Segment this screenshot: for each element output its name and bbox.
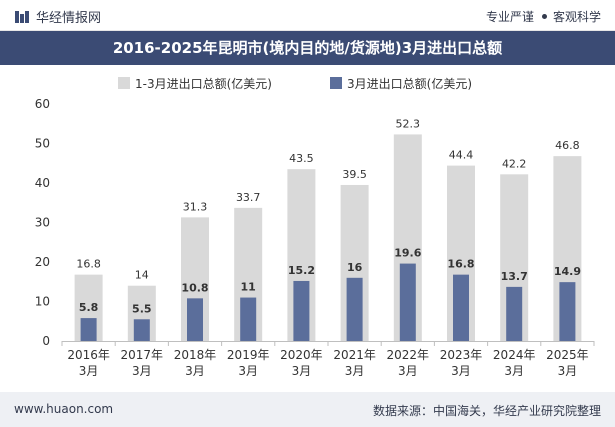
- bar-march-7: [399, 263, 416, 341]
- bar-march-9: [506, 286, 523, 341]
- x-tick-label-month-3: 3月: [185, 364, 205, 378]
- x-tick-label-month-9: 3月: [504, 364, 524, 378]
- x-tick-label-month-10: 3月: [558, 364, 578, 378]
- slogan-left: 专业严谨: [485, 10, 534, 24]
- top-bar: 华经情报网 专业严谨 客观科学: [0, 0, 615, 31]
- bar-march-8: [453, 274, 469, 341]
- x-tick-label-year-3: 2018年: [174, 348, 217, 362]
- y-tick-label: 60: [35, 97, 50, 111]
- bar-march-4: [240, 297, 257, 341]
- x-tick-label-year-2: 2017年: [121, 348, 164, 362]
- y-tick-label: 30: [35, 216, 50, 230]
- data-label-march-4: 11: [241, 281, 256, 294]
- brand-name: 华经情报网: [36, 11, 102, 26]
- y-tick-label: 0: [42, 334, 50, 348]
- title-bar: 2016-2025年昆明市(境内目的地/货源地)3月进出口总额: [0, 31, 615, 65]
- x-tick-label-month-8: 3月: [451, 364, 471, 378]
- data-label-march-2: 5.5: [132, 302, 152, 315]
- x-tick-label-month-5: 3月: [292, 364, 312, 378]
- data-label-total-10: 46.8: [555, 139, 580, 152]
- x-tick-label-year-5: 2020年: [280, 348, 323, 362]
- legend-label-1: 1-3月进出口总额(亿美元): [135, 76, 272, 91]
- x-tick-label-year-1: 2016年: [67, 348, 110, 362]
- x-tick-label-month-4: 3月: [238, 364, 258, 378]
- chart-title: 2016-2025年昆明市(境内目的地/货源地)3月进出口总额: [112, 39, 503, 57]
- bar-march-3: [187, 298, 203, 341]
- data-label-total-2: 14: [135, 269, 149, 282]
- x-tick-label-year-6: 2021年: [333, 348, 376, 362]
- data-label-march-10: 14.9: [554, 265, 581, 278]
- y-tick-label: 10: [35, 295, 50, 309]
- slogan: 专业严谨 客观科学: [486, 8, 601, 25]
- data-label-march-1: 5.8: [79, 301, 99, 314]
- bar-march-10: [559, 282, 576, 341]
- data-label-march-9: 13.7: [501, 270, 528, 283]
- legend-swatch-1: [118, 77, 130, 89]
- x-tick-label-year-4: 2019年: [227, 348, 270, 362]
- x-tick-label-month-1: 3月: [79, 364, 99, 378]
- data-label-total-6: 39.5: [342, 168, 367, 181]
- bar-march-2: [133, 319, 150, 341]
- data-label-total-5: 43.5: [289, 152, 314, 165]
- bullet-dot-icon: [541, 14, 547, 19]
- x-tick-label-month-2: 3月: [132, 364, 152, 378]
- data-label-march-7: 19.6: [394, 247, 421, 260]
- data-label-total-1: 16.8: [76, 258, 101, 271]
- footer-source: 数据来源：中国海关，华经产业研究院整理: [372, 404, 601, 418]
- bar-march-5: [293, 280, 310, 341]
- bar-march-6: [346, 277, 363, 341]
- data-label-march-3: 10.8: [181, 281, 208, 294]
- data-label-total-9: 42.2: [502, 157, 527, 170]
- legend-swatch-2: [330, 77, 342, 89]
- brand-logo-icon: [15, 10, 29, 23]
- data-label-march-8: 16.8: [447, 258, 474, 271]
- x-tick-label-month-7: 3月: [398, 364, 418, 378]
- brand-logo[interactable]: 华经情报网: [14, 7, 101, 26]
- x-tick-label-year-8: 2023年: [440, 348, 483, 362]
- data-label-total-7: 52.3: [396, 117, 421, 130]
- x-tick-label-year-10: 2025年: [546, 348, 589, 362]
- data-label-total-4: 33.7: [236, 191, 261, 204]
- x-tick-label-year-7: 2022年: [387, 348, 430, 362]
- y-tick-label: 40: [35, 176, 50, 190]
- data-label-total-3: 31.3: [183, 200, 208, 213]
- legend-label-2: 3月进出口总额(亿美元): [347, 76, 472, 91]
- y-tick-label: 50: [35, 137, 50, 151]
- data-label-march-6: 16: [347, 261, 363, 274]
- footer-bar: www.huaon.com 数据来源：中国海关，华经产业研究院整理: [0, 392, 615, 427]
- bar-march-1: [80, 318, 97, 341]
- x-tick-label-year-9: 2024年: [493, 348, 536, 362]
- slogan-right: 客观科学: [552, 10, 601, 24]
- footer-website[interactable]: www.huaon.com: [14, 402, 114, 416]
- x-tick-label-month-6: 3月: [345, 364, 365, 378]
- data-label-total-8: 44.4: [449, 149, 474, 162]
- y-tick-label: 20: [35, 255, 50, 269]
- data-label-march-5: 15.2: [288, 264, 315, 277]
- chart-area: 1-3月进出口总额(亿美元) 3月进出口总额(亿美元) 0 10 20 30 40 50 60 1…: [35, 76, 595, 378]
